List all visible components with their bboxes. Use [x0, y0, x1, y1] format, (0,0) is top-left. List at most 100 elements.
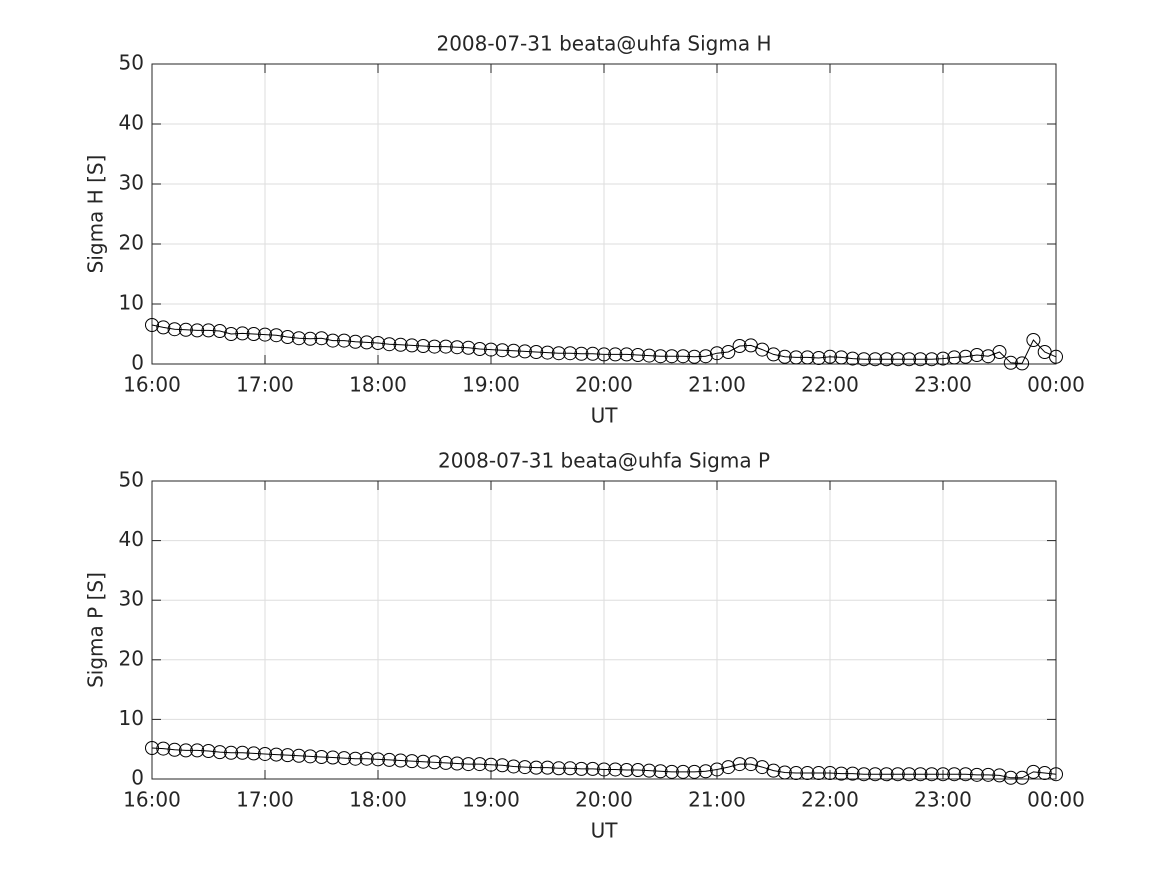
data-point — [1003, 355, 1018, 370]
data-point — [314, 749, 329, 764]
data-point — [235, 326, 250, 341]
data-point — [359, 751, 374, 766]
data-point — [902, 767, 917, 782]
data-point — [190, 743, 205, 758]
data-point — [190, 323, 205, 338]
data-point — [438, 755, 453, 770]
data-point — [619, 763, 634, 778]
data-point — [450, 756, 465, 771]
data-point — [517, 760, 532, 775]
data-point — [348, 334, 363, 349]
data-point — [382, 752, 397, 767]
data-point — [167, 742, 182, 757]
data-point — [291, 748, 306, 763]
x-tick-label: 20:00 — [575, 788, 633, 812]
data-point — [597, 762, 611, 777]
data-point — [1049, 349, 1063, 364]
data-point — [879, 767, 894, 782]
data-point — [958, 349, 973, 364]
data-point — [630, 348, 645, 362]
y-tick-label: 10 — [119, 706, 144, 730]
data-point — [427, 755, 442, 770]
data-point — [393, 753, 408, 768]
data-point — [619, 347, 634, 362]
data-point — [947, 350, 962, 365]
y-tick-label: 40 — [119, 111, 144, 135]
data-point — [1026, 764, 1041, 779]
data-point — [224, 327, 239, 341]
data-point — [337, 751, 352, 766]
data-point — [981, 767, 996, 782]
data-point — [585, 761, 600, 776]
y-tick-label: 20 — [119, 646, 144, 670]
data-point — [890, 352, 905, 367]
data-point — [710, 346, 724, 361]
data-point — [201, 323, 216, 338]
data-point — [461, 340, 476, 355]
data-point — [563, 346, 578, 361]
data-point — [755, 760, 770, 775]
x-tick-label: 00:00 — [1027, 373, 1085, 397]
y-tick-label: 30 — [119, 171, 144, 195]
data-point — [777, 765, 792, 780]
data-point — [597, 347, 611, 362]
data-point — [823, 766, 837, 781]
data-point — [337, 333, 352, 348]
x-tick-label: 19:00 — [462, 788, 520, 812]
data-point — [868, 767, 883, 782]
data-point — [1003, 770, 1018, 785]
data-point — [167, 322, 182, 337]
data-point — [495, 343, 510, 358]
data-point — [246, 327, 261, 341]
chart-title: 2008-07-31 beata@uhfa Sigma P — [438, 449, 770, 473]
data-point — [145, 741, 159, 756]
data-point — [1015, 770, 1030, 785]
data-point — [834, 766, 849, 781]
data-point — [789, 766, 804, 781]
data-point — [303, 331, 318, 346]
data-point — [506, 343, 521, 358]
data-point — [563, 761, 578, 776]
data-point — [506, 759, 521, 774]
data-point — [834, 350, 849, 365]
data-point — [258, 327, 272, 342]
data-point — [687, 349, 702, 364]
data-point — [551, 346, 566, 361]
data-point — [913, 767, 928, 782]
data-point — [461, 757, 476, 772]
data-point — [845, 351, 860, 366]
data-point — [924, 352, 939, 367]
data-point — [472, 757, 487, 772]
data-point — [800, 766, 815, 781]
data-point — [574, 346, 589, 361]
data-point — [800, 350, 815, 365]
data-point — [404, 754, 419, 769]
data-point — [574, 761, 589, 776]
data-line — [151, 324, 1057, 364]
data-point — [416, 754, 431, 769]
data-point — [472, 342, 487, 356]
y-tick-label: 50 — [119, 468, 144, 492]
axes-box — [151, 480, 1057, 780]
data-point — [280, 330, 295, 344]
data-point — [280, 748, 295, 763]
chart-title: 2008-07-31 beata@uhfa Sigma H — [436, 32, 771, 56]
data-point — [969, 767, 984, 782]
data-point — [404, 338, 419, 353]
data-point — [924, 767, 939, 782]
data-point — [676, 349, 691, 364]
data-line — [151, 747, 1057, 779]
data-point — [291, 331, 306, 346]
y-tick-label: 40 — [119, 527, 144, 551]
data-point — [868, 352, 883, 367]
data-point — [913, 352, 928, 367]
x-tick-label: 22:00 — [801, 373, 859, 397]
data-point — [156, 320, 171, 335]
data-point — [642, 763, 657, 778]
data-point — [156, 741, 171, 756]
data-point — [698, 764, 713, 779]
data-point — [710, 762, 724, 777]
data-point — [145, 318, 159, 332]
data-point — [676, 764, 691, 779]
